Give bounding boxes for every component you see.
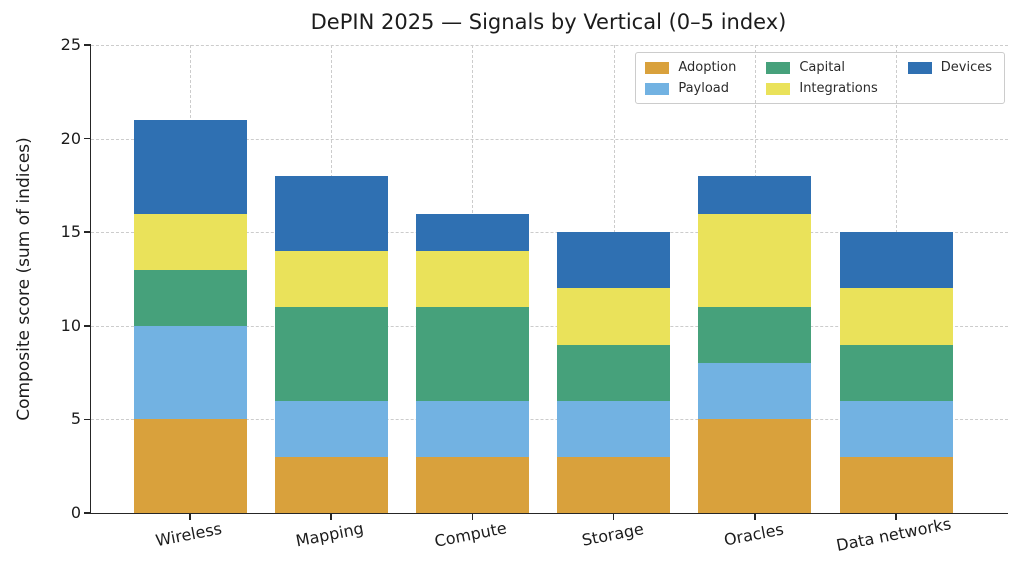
legend: Adoption Payload Capital Integrations Device… xyxy=(635,52,1005,104)
bar-segment-oracles-capital xyxy=(698,307,812,364)
x-tick-mark-storage xyxy=(612,513,615,520)
bar-segment-compute-integrations xyxy=(415,250,529,308)
bar-segment-data-networks-devices xyxy=(839,232,953,289)
x-tick-label-wireless: Wireless xyxy=(153,518,224,551)
x-tick-mark-oracles xyxy=(754,513,756,520)
legend-item-capital: Capital xyxy=(766,60,877,75)
y-tick-mark-15 xyxy=(84,231,91,233)
bar-segment-mapping-devices xyxy=(274,176,388,251)
bar-segment-oracles-integrations xyxy=(698,213,812,308)
gridline-y-5 xyxy=(91,419,1008,421)
y-tick-mark-25 xyxy=(84,44,91,46)
y-tick-label-15: 15 xyxy=(60,222,81,242)
gridline-y-10 xyxy=(91,325,1008,327)
bar-segment-mapping-integrations xyxy=(274,250,388,308)
bar-segment-data-networks-capital xyxy=(839,344,953,401)
bar-segment-storage-payload xyxy=(557,400,671,457)
legend-swatch-integrations-icon xyxy=(766,82,791,95)
gridline-y-15 xyxy=(91,232,1008,234)
legend-label-integrations: Integrations xyxy=(799,81,878,96)
y-tick-mark-0 xyxy=(84,512,91,514)
chart-title: DePIN 2025 — Signals by Vertical (0–5 in… xyxy=(310,10,787,34)
bar-segment-storage-adoption xyxy=(557,456,671,513)
legend-swatch-devices-icon xyxy=(907,61,932,74)
gridline-y-20 xyxy=(91,138,1008,140)
x-tick-mark-data-networks xyxy=(895,513,897,520)
bar-segment-data-networks-adoption xyxy=(839,456,953,513)
bar-segment-compute-payload xyxy=(415,400,529,457)
bar-segment-wireless-integrations xyxy=(133,213,247,270)
x-tick-mark-compute xyxy=(471,513,474,520)
y-tick-label-0: 0 xyxy=(70,503,81,522)
gridline-y-25 xyxy=(91,45,1008,46)
bar-segment-mapping-adoption xyxy=(274,456,388,513)
x-tick-mark-mapping xyxy=(330,513,332,520)
legend-swatch-capital-icon xyxy=(766,61,791,74)
bar-segment-data-networks-integrations xyxy=(839,288,953,345)
bar-segment-compute-capital xyxy=(415,307,529,401)
bar-compute xyxy=(415,213,529,513)
legend-swatch-adoption-icon xyxy=(645,61,670,74)
plot-area: Adoption Payload Capital Integrations Device… xyxy=(61,37,1008,555)
legend-swatch-payload-icon xyxy=(645,82,670,95)
bar-storage xyxy=(557,232,671,513)
y-tick-label-20: 20 xyxy=(60,128,81,148)
bar-segment-storage-integrations xyxy=(557,288,671,345)
bar-segment-wireless-devices xyxy=(133,119,247,214)
bar-segment-storage-devices xyxy=(557,232,671,289)
bar-oracles xyxy=(698,176,812,513)
y-tick-label-10: 10 xyxy=(60,315,81,335)
legend-item-payload: Payload xyxy=(645,81,736,96)
bar-segment-oracles-adoption xyxy=(698,419,812,513)
x-tick-label-data-networks: Data networks xyxy=(834,514,953,555)
bar-segment-storage-capital xyxy=(557,344,671,401)
x-tick-mark-wireless xyxy=(189,513,191,520)
x-tick-label-mapping: Mapping xyxy=(294,518,366,551)
bar-mapping xyxy=(274,176,388,513)
legend-item-integrations: Integrations xyxy=(766,81,878,96)
bar-segment-compute-adoption xyxy=(415,456,529,513)
bar-segment-wireless-adoption xyxy=(133,419,247,513)
bar-segment-wireless-payload xyxy=(133,325,247,420)
legend-label-capital: Capital xyxy=(799,60,845,75)
bar-segment-compute-devices xyxy=(415,213,529,251)
x-tick-label-compute: Compute xyxy=(433,518,509,551)
bar-segment-mapping-payload xyxy=(274,400,388,457)
bar-segment-mapping-capital xyxy=(274,307,388,401)
bar-segment-oracles-devices xyxy=(698,176,812,214)
y-tick-mark-5 xyxy=(84,418,91,421)
x-tick-label-oracles: Oracles xyxy=(722,519,786,550)
y-tick-label-5: 5 xyxy=(70,409,81,429)
legend-column-1: Adoption Payload xyxy=(645,60,736,96)
y-tick-mark-10 xyxy=(84,325,91,327)
legend-label-devices: Devices xyxy=(940,60,992,75)
bar-wireless xyxy=(133,119,247,513)
bar-segment-wireless-capital xyxy=(133,269,247,326)
bar-data-networks xyxy=(839,232,953,513)
y-axis-label: Composite score (sum of indices) xyxy=(14,137,34,421)
legend-item-adoption: Adoption xyxy=(645,60,736,75)
y-tick-label-25: 25 xyxy=(60,35,81,54)
legend-label-payload: Payload xyxy=(678,81,730,96)
bar-segment-oracles-payload xyxy=(698,363,812,420)
bar-segment-data-networks-payload xyxy=(839,400,953,457)
legend-column-2: Capital Integrations xyxy=(766,60,878,96)
y-tick-mark-20 xyxy=(84,137,91,140)
legend-column-3: Devices xyxy=(907,60,992,96)
legend-label-adoption: Adoption xyxy=(678,60,737,75)
legend-item-devices: Devices xyxy=(907,60,992,75)
x-tick-label-storage: Storage xyxy=(579,519,645,550)
